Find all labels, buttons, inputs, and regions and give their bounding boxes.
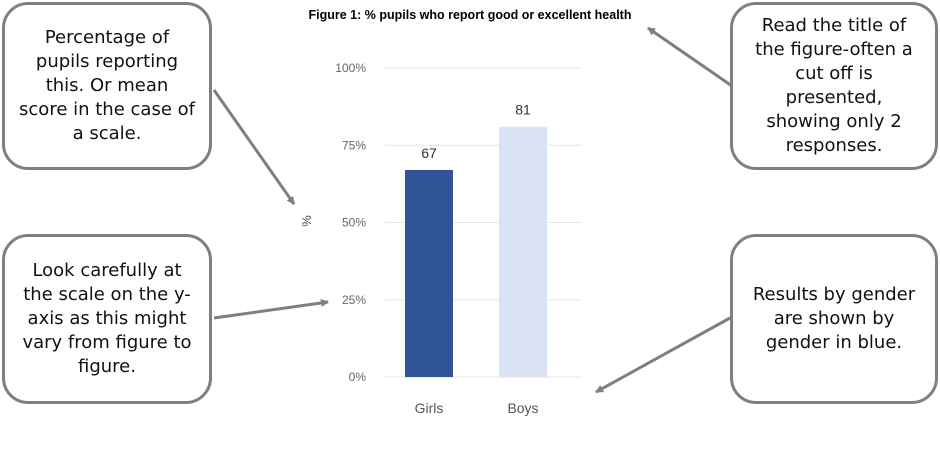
data-label: 67 (421, 145, 437, 161)
bar-boys (499, 126, 547, 378)
figure-title: Figure 1: % pupils who report good or ex… (308, 8, 632, 22)
x-category-label: Girls (415, 400, 444, 416)
y-tick-label: 100% (335, 61, 366, 75)
callout-percentage-explanation: Percentage of pupils reporting this. Or … (2, 2, 212, 170)
bar-girls (405, 169, 453, 377)
y-tick-label: 75% (342, 138, 366, 152)
data-label: 81 (515, 102, 531, 118)
y-tick-label: 25% (342, 293, 366, 307)
callout-gender-results: Results by gender are shown by gender in… (730, 234, 938, 404)
y-tick-label: 50% (342, 216, 366, 230)
y-tick-label: 0% (349, 370, 367, 384)
y-axis-label: % (299, 215, 314, 227)
callout-read-title: Read the title of the figure-often a cut… (730, 2, 938, 170)
x-category-label: Boys (507, 400, 538, 416)
callout-y-axis-scale: Look carefully at the scale on the y-axi… (2, 234, 212, 404)
